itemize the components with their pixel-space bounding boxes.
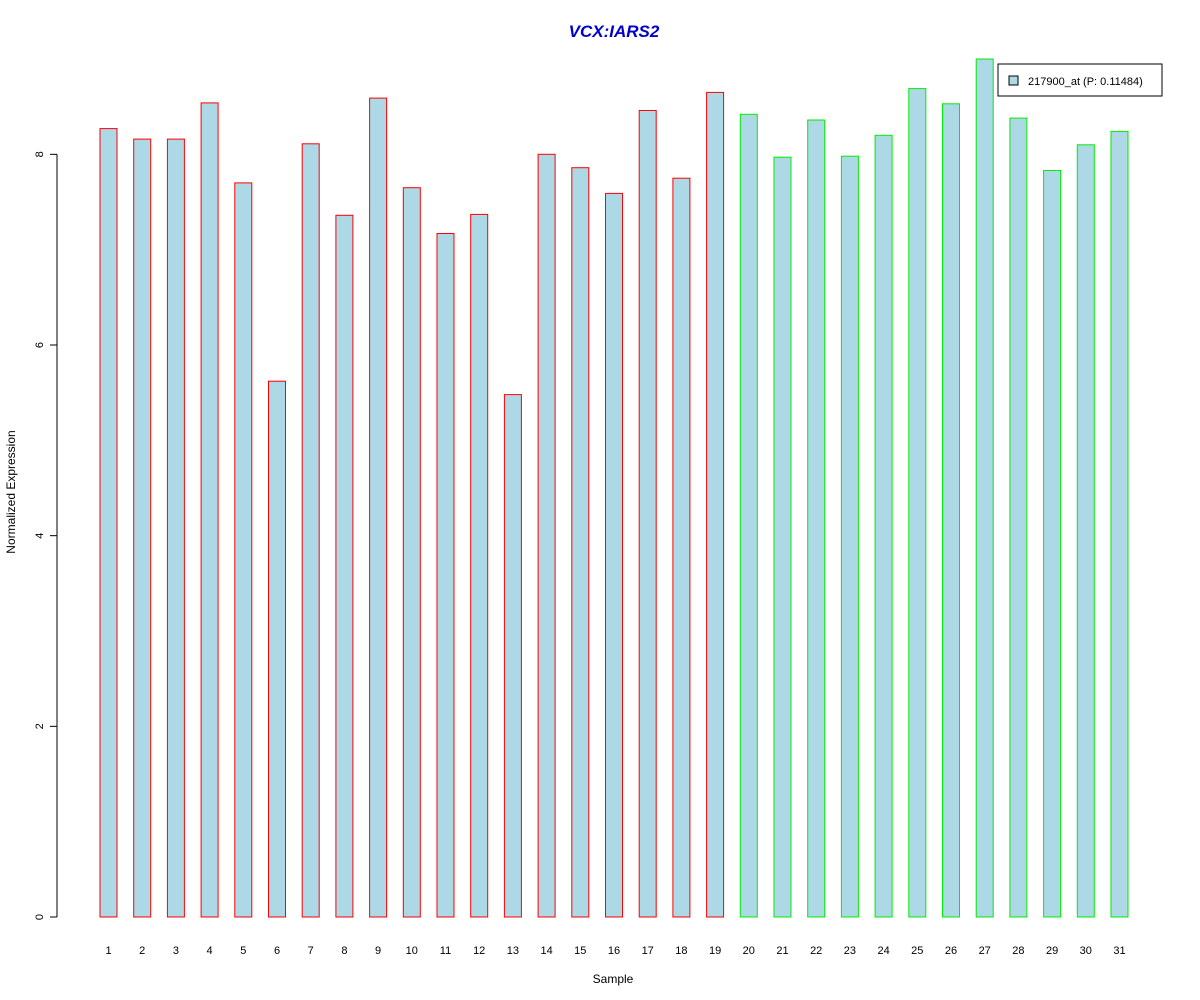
x-tick-label: 11 [440,945,451,957]
bar [133,138,152,918]
bar [840,155,859,918]
x-tick-label: 12 [473,945,485,957]
x-tick-label: 15 [574,945,586,957]
bar [672,177,691,918]
bar [773,156,792,918]
x-tick-label: 6 [274,945,280,957]
bar [605,192,623,918]
x-axis-title: Sample [593,972,634,986]
y-axis-title: Normalized Expression [4,430,18,553]
bar [436,233,455,918]
x-tick-label: 19 [709,945,721,957]
x-tick-label: 26 [945,945,957,957]
x-tick-label: 30 [1080,945,1092,957]
bar [200,102,219,918]
bar [706,91,725,918]
x-tick-label: 20 [743,945,755,957]
bar [166,138,185,918]
bar [503,394,522,918]
x-tick-label: 2 [139,945,145,957]
bar [942,103,960,918]
bar [369,97,388,918]
x-tick-labels: 1 2 3 4 5 6 7 8 9 10 11 12 13 14 15 16 17 18 19 20 21 22 23 24 2… [105,945,1125,957]
bar [739,113,758,918]
x-tick-label: 21 [776,945,788,957]
legend-swatch [1008,75,1019,86]
legend-label: 217900_at (P: 0.11484) [1028,76,1143,88]
bar [1076,144,1095,918]
x-tick-label: 27 [979,945,991,957]
bar [1110,131,1129,918]
x-tick-label: 3 [173,945,179,957]
x-tick-label: 1 [105,945,111,957]
x-tick-label: 22 [810,945,822,957]
bar [908,88,927,918]
bar [638,110,657,918]
x-tick-label: 9 [375,945,381,957]
x-tick-label: 24 [877,945,889,957]
x-tick-label: 23 [844,945,856,957]
x-tick-label: 17 [642,945,654,957]
legend: 217900_at (P: 0.11484) [997,63,1163,97]
y-tick-label: 2 [34,723,46,729]
bar [335,214,354,918]
legend-box [997,63,1163,97]
x-tick-label: 7 [308,945,314,957]
bar [470,213,489,918]
bar [874,134,893,918]
bars [99,58,1129,918]
bar [99,128,118,918]
bar [807,119,826,918]
x-tick-label: 29 [1046,945,1058,957]
chart-title: VCX:IARS2 [569,22,660,41]
x-tick-label: 5 [240,945,246,957]
x-tick-label: 28 [1012,945,1024,957]
x-tick-label: 14 [540,945,552,957]
bar [571,167,590,918]
y-tick-label: 0 [34,914,46,920]
bar [268,380,286,918]
x-tick-label: 31 [1113,945,1125,957]
y-axis: 0 2 4 6 8 [34,151,58,920]
x-tick-label: 18 [675,945,687,957]
bar [1043,170,1062,918]
bar [1009,117,1028,918]
bar [975,58,994,918]
bar [402,187,421,918]
bar [234,182,253,918]
bar [301,143,320,918]
x-tick-label: 16 [608,945,620,957]
x-tick-label: 8 [341,945,347,957]
x-tick-label: 13 [507,945,519,957]
y-tick-label: 4 [34,533,46,539]
y-tick-label: 8 [34,151,46,157]
y-tick-label: 6 [34,342,46,348]
bar [537,153,556,918]
x-tick-label: 4 [207,945,213,957]
x-tick-label: 10 [406,945,418,957]
x-tick-label: 25 [911,945,923,957]
